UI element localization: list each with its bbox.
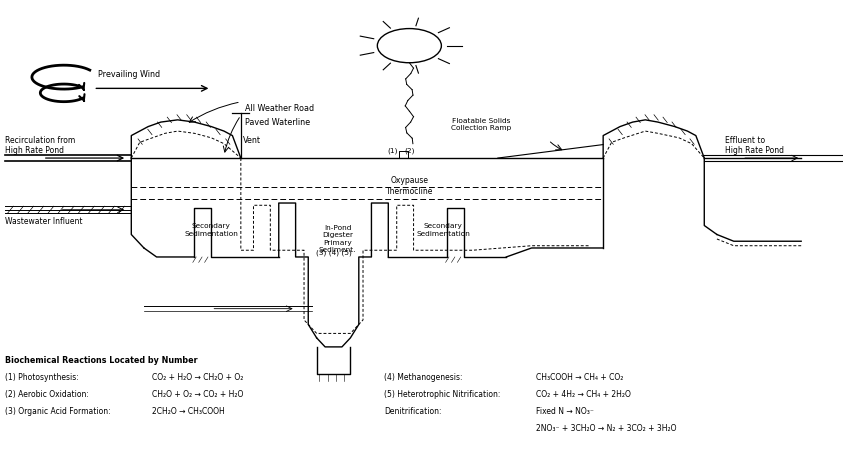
Text: Recirculation from
High Rate Pond: Recirculation from High Rate Pond	[5, 136, 75, 155]
Text: (3) Organic Acid Formation:: (3) Organic Acid Formation:	[5, 407, 111, 416]
Text: 2CH₂O → CH₃COOH: 2CH₂O → CH₃COOH	[153, 407, 225, 416]
Text: Vent: Vent	[243, 136, 262, 145]
Text: Prevailing Wind: Prevailing Wind	[98, 70, 160, 79]
Text: Fixed N → NO₃⁻: Fixed N → NO₃⁻	[536, 407, 593, 416]
Text: (5) Heterotrophic Nitrification:: (5) Heterotrophic Nitrification:	[384, 390, 500, 399]
Text: CH₂O + O₂ → CO₂ + H₂O: CH₂O + O₂ → CO₂ + H₂O	[153, 390, 244, 399]
Text: CO₂ + 4H₂ → CH₄ + 2H₂O: CO₂ + 4H₂ → CH₄ + 2H₂O	[536, 390, 630, 399]
Text: (4) Methanogenesis:: (4) Methanogenesis:	[384, 373, 463, 382]
Text: 2NO₃⁻ + 3CH₂O → N₂ + 3CO₂ + 3H₂O: 2NO₃⁻ + 3CH₂O → N₂ + 3CO₂ + 3H₂O	[536, 424, 676, 433]
Text: CO₂ + H₂O → CH₂O + O₂: CO₂ + H₂O → CH₂O + O₂	[153, 373, 244, 382]
Text: (1) Photosynthesis:: (1) Photosynthesis:	[5, 373, 78, 382]
Text: Secondary
Sedimentation: Secondary Sedimentation	[416, 223, 470, 237]
Text: (2) Aerobic Oxidation:: (2) Aerobic Oxidation:	[5, 390, 89, 399]
Text: Thermocline: Thermocline	[386, 187, 433, 196]
Text: CH₃COOH → CH₄ + CO₂: CH₃COOH → CH₄ + CO₂	[536, 373, 623, 382]
Text: Floatable Solids
Collection Ramp: Floatable Solids Collection Ramp	[451, 118, 511, 131]
Text: Biochemical Reactions Located by Number: Biochemical Reactions Located by Number	[5, 356, 197, 365]
Text: All Weather Road: All Weather Road	[245, 104, 314, 113]
Text: (1): (1)	[387, 147, 398, 154]
Text: (3) (4) (5): (3) (4) (5)	[316, 250, 351, 256]
Text: Wastewater Influent: Wastewater Influent	[5, 216, 83, 226]
Text: Secondary
Sedimentation: Secondary Sedimentation	[184, 223, 238, 237]
Text: Denitrification:: Denitrification:	[384, 407, 441, 416]
Text: Paved Waterline: Paved Waterline	[245, 118, 311, 127]
Text: Effluent to
High Rate Pond: Effluent to High Rate Pond	[725, 136, 784, 155]
Text: In-Pond
Digester
Primary
Sediment.: In-Pond Digester Primary Sediment.	[319, 225, 356, 253]
Text: Oxypause: Oxypause	[391, 176, 429, 185]
Text: (2): (2)	[404, 147, 414, 154]
